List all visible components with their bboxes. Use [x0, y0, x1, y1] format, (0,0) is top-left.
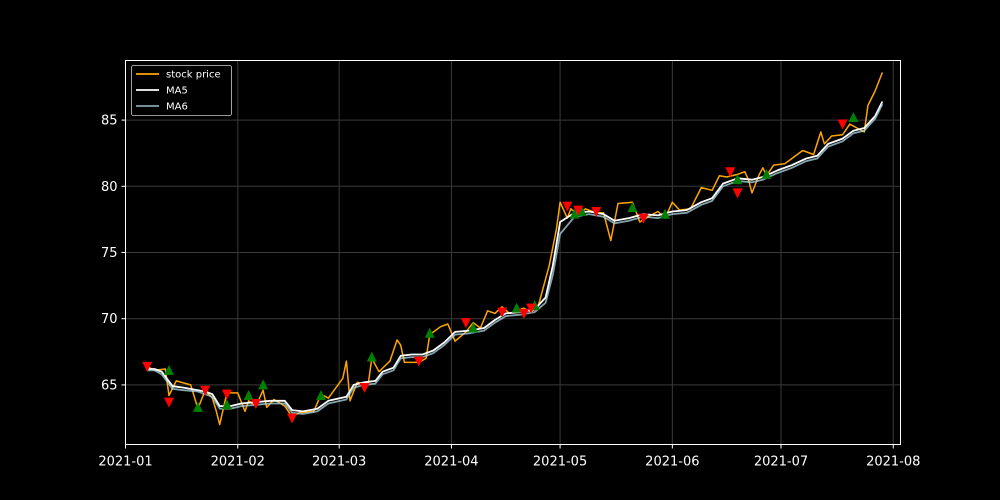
x-tick-label: 2021-02: [211, 455, 265, 470]
down-triangle-marker: [250, 398, 261, 409]
x-tick-label: 2021-03: [312, 455, 366, 470]
up-triangle-marker: [660, 208, 671, 219]
y-tick-label: 80: [101, 180, 118, 195]
legend-label: MA5: [166, 86, 188, 97]
y-tick-label: 70: [101, 312, 118, 327]
y-tick-label: 85: [101, 114, 118, 129]
legend: stock price MA5 MA6: [131, 65, 232, 116]
x-tick-label: 2021-04: [424, 455, 478, 470]
legend-label: stock price: [166, 70, 221, 81]
down-triangle-marker: [562, 201, 573, 212]
down-triangle-marker: [591, 206, 602, 217]
up-triangle-marker: [732, 174, 743, 185]
down-triangle-marker: [497, 307, 508, 318]
up-triangle-marker: [316, 390, 327, 401]
up-triangle-marker: [576, 205, 587, 216]
up-triangle-marker: [468, 322, 479, 333]
series-line-ma5: [147, 101, 884, 413]
down-triangle-marker: [359, 383, 370, 394]
up-triangle-marker: [258, 379, 269, 390]
up-triangle-marker: [848, 111, 859, 122]
down-triangle-marker: [573, 205, 584, 216]
up-triangle-marker: [243, 390, 254, 401]
signal-markers: [142, 111, 859, 424]
x-tick-label: 2021-01: [98, 455, 152, 470]
up-triangle-marker: [569, 208, 580, 219]
up-triangle-marker: [221, 399, 232, 410]
y-axis: 65 70 75 80 85: [101, 114, 126, 393]
down-triangle-marker: [526, 303, 537, 314]
legend-label: MA6: [166, 102, 188, 113]
down-triangle-marker: [837, 119, 848, 130]
up-triangle-marker: [192, 401, 203, 412]
down-triangle-marker: [221, 389, 232, 400]
y-tick-label: 75: [101, 246, 118, 261]
up-triangle-marker: [424, 327, 435, 338]
grid-lines: [125, 60, 901, 445]
down-triangle-marker: [460, 318, 471, 329]
down-triangle-marker: [200, 385, 211, 396]
x-tick-label: 2021-06: [645, 455, 699, 470]
up-triangle-marker: [163, 364, 174, 375]
y-tick-label: 65: [101, 378, 118, 393]
x-tick-label: 2021-05: [533, 455, 587, 470]
legend-box: [131, 65, 232, 116]
up-triangle-marker: [627, 201, 638, 212]
down-triangle-marker: [142, 361, 153, 372]
x-axis: 2021-01 2021-02 2021-03 2021-04 2021-05 2021-…: [98, 444, 920, 470]
up-triangle-marker: [761, 168, 772, 179]
down-triangle-marker: [287, 413, 298, 424]
down-triangle-marker: [732, 188, 743, 199]
x-tick-label: 2021-07: [754, 455, 808, 470]
series-line-ma6: [147, 103, 884, 415]
down-triangle-marker: [725, 167, 736, 178]
up-triangle-marker: [511, 302, 522, 313]
down-triangle-marker: [518, 308, 529, 319]
up-triangle-marker: [366, 351, 377, 362]
down-triangle-marker: [163, 397, 174, 408]
x-tick-label: 2021-08: [866, 455, 920, 470]
down-triangle-marker: [413, 356, 424, 367]
down-triangle-marker: [638, 213, 649, 224]
